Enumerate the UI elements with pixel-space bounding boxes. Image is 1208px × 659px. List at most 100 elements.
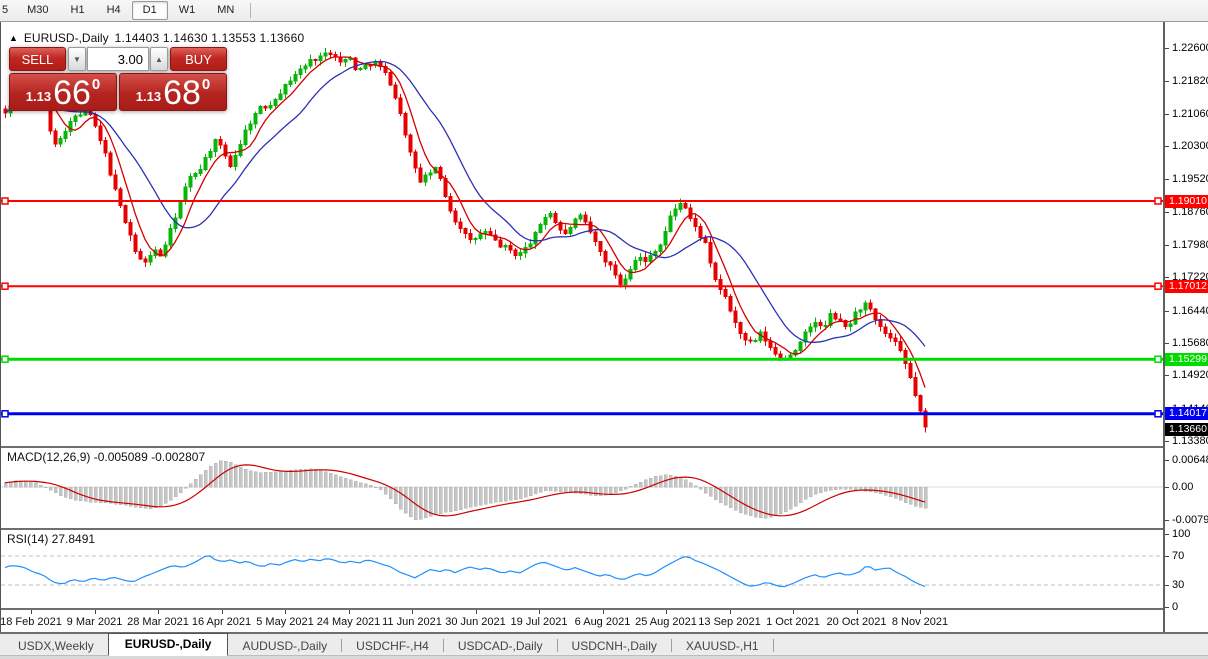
tab-usdchf-h4[interactable]: USDCHF-,H4 <box>356 639 429 653</box>
hline-1.14017[interactable] <box>1 410 1164 418</box>
one-click-trading-panel: SELL ▼ ▲ BUY 1.13 66 0 1.13 <box>9 47 227 111</box>
rsi-tick-label: 30 <box>1172 579 1185 591</box>
price-tick <box>1165 113 1169 115</box>
date-tick <box>412 610 413 614</box>
chart-ohlc-values: 1.14403 1.14630 1.13553 1.13660 <box>114 31 305 45</box>
date-tick <box>666 610 667 614</box>
date-label: 16 Apr 2021 <box>191 616 252 628</box>
timeframe-button-m30[interactable]: M30 <box>27 4 49 16</box>
buy-button[interactable]: BUY <box>170 47 227 71</box>
rsi-tick <box>1165 606 1169 608</box>
tab-separator <box>442 639 444 652</box>
rsi-indicator-panel[interactable]: RSI(14) 27.8491 <box>1 530 1164 610</box>
main-price-panel[interactable]: ▲ EURUSD-,Daily 1.14403 1.14630 1.13553 … <box>1 22 1164 448</box>
macd-signal-line <box>4 464 926 517</box>
rsi-tick-label: 70 <box>1172 550 1185 562</box>
date-label: 13 Sep 2021 <box>698 616 761 628</box>
timeframe-button-h1[interactable]: H1 <box>70 4 85 16</box>
price-tick-label: 1.17980 <box>1172 238 1208 251</box>
date-label: 20 Oct 2021 <box>826 616 887 628</box>
date-tick <box>856 610 858 614</box>
price-tick-label: 1.19520 <box>1172 173 1208 186</box>
sell-price-display[interactable]: 1.13 66 0 <box>9 73 117 111</box>
hline-price-tag[interactable]: 1.17012 <box>1165 279 1208 293</box>
price-tick <box>1165 310 1169 312</box>
buy-price-main: 68 <box>163 74 201 112</box>
macd-tick <box>1165 520 1169 522</box>
price-tick-label: 1.21820 <box>1172 75 1208 88</box>
timeframe-button-5[interactable]: 5 <box>2 4 9 16</box>
sell-price-main: 66 <box>53 74 91 112</box>
rsi-tick-label: 100 <box>1172 528 1191 541</box>
tab-usdx-weekly[interactable]: USDX,Weekly <box>18 639 94 653</box>
price-tick <box>1165 146 1169 148</box>
price-tick <box>1165 211 1169 213</box>
sell-button[interactable]: SELL <box>9 47 66 71</box>
tab-separator <box>772 639 774 652</box>
macd-tick <box>1165 459 1169 461</box>
chart-collapse-icon[interactable]: ▲ <box>9 33 18 43</box>
price-tick-label: 1.20300 <box>1172 140 1208 153</box>
buy-price-prefix: 1.13 <box>135 89 162 104</box>
timeframe-button-mn[interactable]: MN <box>217 4 235 16</box>
tab-separator <box>556 639 558 652</box>
timeframe-button-h4[interactable]: H4 <box>106 4 121 16</box>
rsi-tick <box>1165 556 1169 557</box>
volume-decrease-button[interactable]: ▼ <box>68 47 86 71</box>
date-label: 8 Nov 2021 <box>891 616 949 628</box>
time-axis[interactable]: 18 Feb 2021 9 Mar 2021 28 Mar 2021 16 Apr 2… <box>0 610 1164 632</box>
tab-usdcnh-daily[interactable]: USDCNH-,Daily <box>571 639 657 653</box>
price-tick <box>1165 440 1169 442</box>
price-tick <box>1165 81 1169 83</box>
date-label: 28 Mar 2021 <box>127 616 189 628</box>
hline-price-tag[interactable]: 1.14017 <box>1165 407 1208 421</box>
date-label: 9 Mar 2021 <box>66 616 123 628</box>
timeframe-button-w1[interactable]: W1 <box>178 4 196 16</box>
date-tick <box>602 610 604 614</box>
volume-increase-button[interactable]: ▲ <box>150 47 168 71</box>
moving-average-line-1[interactable] <box>4 56 926 388</box>
sell-price-prefix: 1.13 <box>25 89 52 104</box>
date-tick <box>729 610 731 614</box>
hline-1.17012[interactable] <box>1 282 1164 290</box>
price-tick-label: 1.18760 <box>1172 205 1208 218</box>
date-label: 1 Oct 2021 <box>766 616 820 628</box>
candlestick-chart[interactable] <box>1 22 1164 446</box>
price-tick <box>1165 342 1169 344</box>
rsi-tick-label: 0 <box>1172 600 1179 613</box>
price-axis[interactable]: 1.22600 1.21820 1.21060 1.20300 1.19520 1.187… <box>1163 22 1208 632</box>
macd-indicator-panel[interactable]: MACD(12,26,9) -0.005089 -0.002807 <box>1 448 1164 530</box>
price-tick <box>1165 244 1169 246</box>
date-tick <box>94 610 96 614</box>
rsi-line <box>4 555 926 588</box>
hline-price-tag[interactable]: 1.15299 <box>1165 352 1208 366</box>
date-tick <box>793 610 794 614</box>
hline-1.19010[interactable] <box>1 197 1164 205</box>
moving-average-line-2[interactable] <box>4 60 926 347</box>
tab-xauusd-h1[interactable]: XAUUSD-,H1 <box>685 639 759 653</box>
rsi-plot[interactable] <box>1 530 1164 608</box>
hline-1.15299[interactable] <box>1 355 1164 363</box>
hline-price-tag[interactable]: 1.19010 <box>1165 194 1208 208</box>
tabbar-bottom-strip <box>0 655 1208 659</box>
chart-tabs: USDX,Weekly EURUSD-,Daily AUDUSD-,Daily USD… <box>0 633 1208 656</box>
tab-usdcad-daily[interactable]: USDCAD-,Daily <box>457 639 543 653</box>
macd-plot[interactable] <box>1 448 1164 528</box>
timeframe-button-d1[interactable]: D1 <box>131 1 168 20</box>
buy-price-display[interactable]: 1.13 68 0 <box>119 73 227 111</box>
date-label: 24 May 2021 <box>316 616 381 628</box>
price-tick-label: 1.14920 <box>1172 369 1208 382</box>
date-label: 5 May 2021 <box>256 616 314 628</box>
date-label: 11 Jun 2021 <box>382 616 442 628</box>
tab-eurusd-daily[interactable]: EURUSD-,Daily <box>107 633 229 656</box>
rsi-tick <box>1165 585 1169 586</box>
volume-input[interactable] <box>87 47 149 71</box>
tab-audusd-daily[interactable]: AUDUSD-,Daily <box>242 639 328 653</box>
date-tick <box>285 610 286 614</box>
macd-tick-label: 0.006485 <box>1172 453 1208 466</box>
price-tick-label: 1.15680 <box>1172 336 1208 349</box>
price-tick-label: 1.13380 <box>1172 434 1208 447</box>
date-tick <box>158 610 159 614</box>
chart-region: ▲ EURUSD-,Daily 1.14403 1.14630 1.13553 … <box>0 22 1164 632</box>
